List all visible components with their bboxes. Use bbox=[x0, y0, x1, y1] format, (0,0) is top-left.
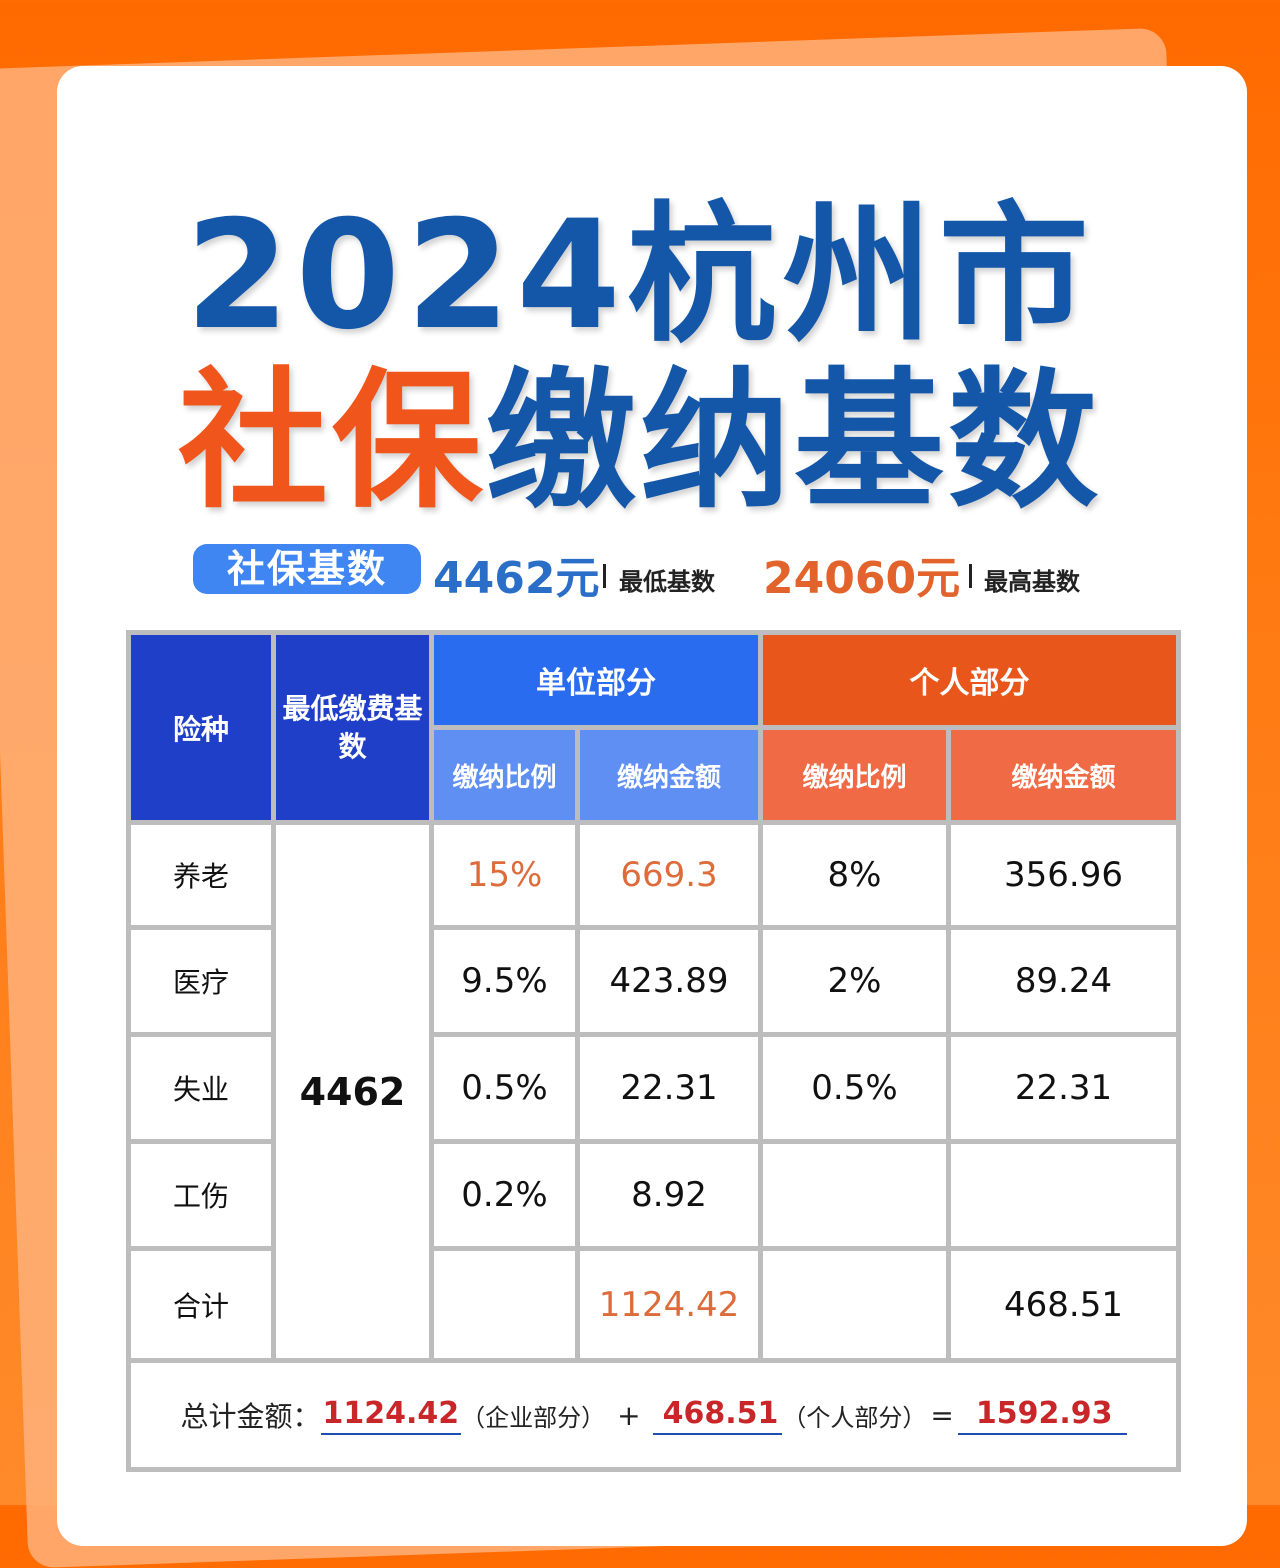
min-base-amount: 4462元 bbox=[433, 553, 600, 604]
page-title-line1: 2024杭州市 bbox=[185, 189, 1095, 363]
base-value-cell: 4462 bbox=[276, 825, 429, 1358]
summary-badge: 社保基数 bbox=[193, 544, 421, 594]
header-employer-rate: 缴纳比例 bbox=[434, 730, 575, 820]
personal-amount-cell: 89.24 bbox=[951, 930, 1176, 1032]
personal-rate-cell bbox=[763, 1251, 946, 1358]
max-base-amount: 24060元 bbox=[763, 553, 961, 604]
employer-total-cell: 1124.42 bbox=[580, 1251, 758, 1358]
title-highlight: 社保 bbox=[177, 355, 486, 529]
header-personal: 个人部分 bbox=[763, 635, 1176, 725]
row-name: 合计 bbox=[131, 1251, 271, 1358]
divider bbox=[969, 564, 972, 588]
header-employer: 单位部分 bbox=[434, 635, 758, 725]
grand-total-label: 总计金额： bbox=[180, 1400, 321, 1433]
row-name: 工伤 bbox=[131, 1144, 271, 1246]
employer-amount-cell: 669.3 bbox=[580, 825, 758, 925]
personal-total-cell: 468.51 bbox=[951, 1251, 1176, 1358]
employer-amount-cell: 423.89 bbox=[580, 930, 758, 1032]
personal-rate-cell: 0.5% bbox=[763, 1037, 946, 1139]
table-footer: 总计金额： 1124.42 （企业部分） + 468.51 （个人部分） = 1… bbox=[131, 1363, 1176, 1467]
employer-amount-cell: 8.92 bbox=[580, 1144, 758, 1246]
personal-total-value: 468.51 bbox=[652, 1396, 783, 1435]
employer-rate-cell: 15% bbox=[434, 825, 575, 925]
row-name: 失业 bbox=[131, 1037, 271, 1139]
min-base-label: 最低基数 bbox=[619, 568, 715, 596]
employer-amount-cell: 22.31 bbox=[580, 1037, 758, 1139]
row-name: 医疗 bbox=[131, 930, 271, 1032]
grand-total-value: 1592.93 bbox=[957, 1396, 1127, 1435]
contribution-table: 险种 最低缴费基数 单位部分 个人部分 缴纳比例 缴纳金额 缴纳比例 缴纳金额 … bbox=[126, 630, 1181, 1472]
base-summary: 社保基数 4462元 最低基数 24060元 最高基数 bbox=[193, 544, 1113, 604]
employer-note: （企业部分） bbox=[461, 1403, 606, 1432]
equals-sign: = bbox=[930, 1398, 954, 1432]
header-personal-amount: 缴纳金额 bbox=[951, 730, 1176, 820]
personal-amount-cell: 22.31 bbox=[951, 1037, 1176, 1139]
personal-amount-cell: 356.96 bbox=[951, 825, 1176, 925]
header-employer-amount: 缴纳金额 bbox=[580, 730, 758, 820]
personal-amount-cell bbox=[951, 1144, 1176, 1246]
employer-rate-cell bbox=[434, 1251, 575, 1358]
employer-total-value: 1124.42 bbox=[320, 1396, 462, 1435]
header-insurance: 险种 bbox=[131, 635, 271, 820]
employer-rate-cell: 9.5% bbox=[434, 930, 575, 1032]
divider bbox=[603, 564, 606, 588]
grand-total-row: 总计金额： 1124.42 （企业部分） + 468.51 （个人部分） = 1… bbox=[131, 1363, 1176, 1467]
title-rest: 缴纳基数 bbox=[486, 355, 1103, 529]
row-name: 养老 bbox=[131, 825, 271, 925]
page-title-line2: 社保缴纳基数 bbox=[0, 362, 1280, 522]
max-base-label: 最高基数 bbox=[984, 568, 1080, 596]
personal-rate-cell: 8% bbox=[763, 825, 946, 925]
personal-rate-cell: 2% bbox=[763, 930, 946, 1032]
personal-rate-cell bbox=[763, 1144, 946, 1246]
plus-sign: + bbox=[617, 1398, 641, 1432]
header-base: 最低缴费基数 bbox=[276, 635, 429, 820]
personal-note: （个人部分） bbox=[782, 1403, 927, 1432]
employer-rate-cell: 0.2% bbox=[434, 1144, 575, 1246]
employer-rate-cell: 0.5% bbox=[434, 1037, 575, 1139]
header-personal-rate: 缴纳比例 bbox=[763, 730, 946, 820]
